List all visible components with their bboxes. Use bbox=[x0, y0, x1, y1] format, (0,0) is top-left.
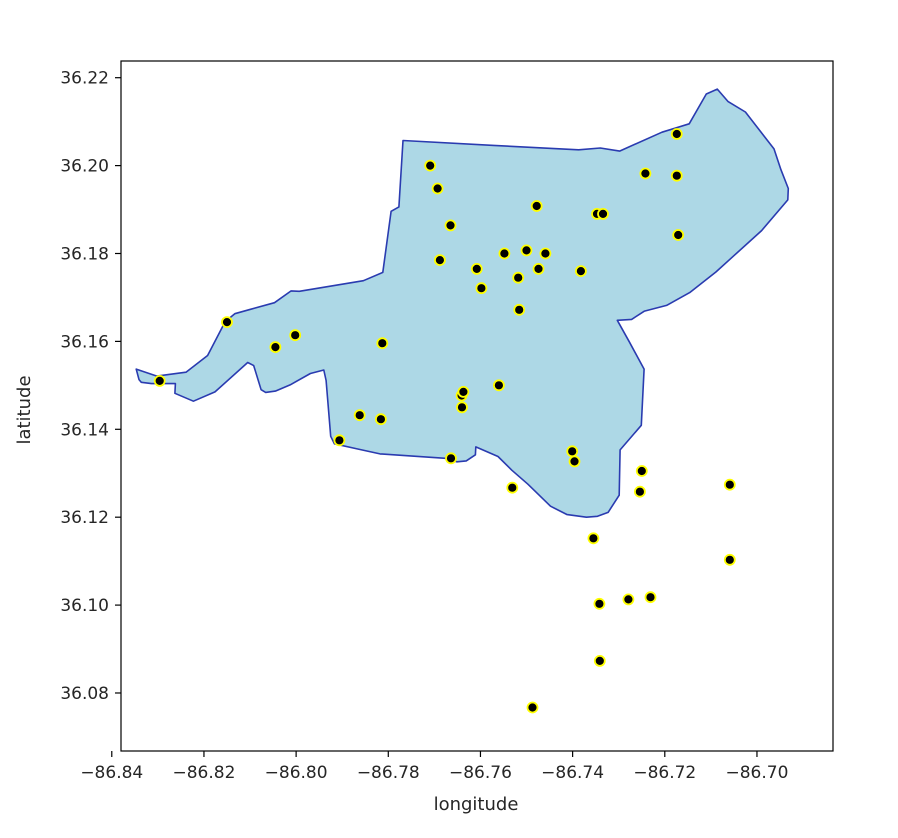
scatter-point bbox=[470, 262, 483, 275]
scatter-point bbox=[644, 591, 657, 604]
scatter-point bbox=[635, 465, 648, 477]
y-tick-label: 36.16 bbox=[60, 332, 109, 352]
scatter-point bbox=[444, 219, 457, 232]
y-axis-label: latitude bbox=[14, 375, 35, 444]
scatter-point bbox=[593, 597, 606, 610]
y-tick-label: 36.08 bbox=[60, 684, 109, 704]
scatter-point bbox=[512, 271, 525, 284]
axes-border bbox=[120, 60, 834, 752]
scatter-point bbox=[530, 200, 543, 212]
y-tick-label: 36.22 bbox=[60, 69, 109, 89]
scatter-point bbox=[506, 481, 519, 494]
scatter-point bbox=[269, 341, 282, 354]
scatter-point bbox=[723, 478, 736, 491]
scatter-point bbox=[457, 385, 470, 398]
scatter-point bbox=[456, 401, 468, 414]
scatter-point bbox=[498, 247, 511, 260]
scatter-point bbox=[221, 316, 233, 329]
scatter-point bbox=[566, 445, 579, 458]
scatter-point bbox=[568, 455, 581, 468]
scatter-point bbox=[639, 167, 652, 180]
plot-area bbox=[135, 88, 790, 714]
scatter-point bbox=[539, 247, 552, 260]
x-tick-label: −86.70 bbox=[726, 763, 789, 783]
scatter-point bbox=[532, 262, 545, 275]
y-tick-label: 36.20 bbox=[60, 157, 109, 177]
scatter-point bbox=[723, 553, 736, 566]
scatter-point bbox=[353, 409, 366, 422]
scatter-point bbox=[492, 379, 505, 392]
scatter-point bbox=[587, 532, 600, 545]
y-tick-label: 36.18 bbox=[60, 244, 109, 264]
scatter-point bbox=[376, 337, 389, 350]
scatter-point bbox=[526, 701, 539, 714]
y-axis-ticks: 36.08 36.10 36.12 36.14 36.16 36.18 36.20 36.22 bbox=[60, 69, 121, 704]
scatter-point bbox=[575, 265, 587, 278]
x-tick-label: −86.78 bbox=[357, 763, 420, 783]
scatter-point bbox=[424, 159, 437, 172]
x-tick-label: −86.80 bbox=[265, 763, 328, 783]
scatter-point bbox=[289, 329, 302, 342]
scatter-point bbox=[622, 593, 635, 606]
scatter-point bbox=[670, 128, 683, 140]
region-polygon bbox=[135, 88, 790, 519]
scatter-point bbox=[374, 413, 387, 426]
scatter-point bbox=[670, 169, 683, 182]
y-tick-label: 36.14 bbox=[60, 420, 109, 440]
x-axis-ticks: −86.84 −86.82 −86.80 −86.78 −86.76 −86.74 −86.… bbox=[80, 751, 788, 783]
scatter-point bbox=[475, 282, 488, 295]
scatter-point bbox=[593, 655, 606, 667]
x-tick-label: −86.76 bbox=[449, 763, 512, 783]
scatter-point bbox=[431, 182, 444, 195]
x-axis-label: longitude bbox=[434, 794, 519, 815]
scatter-point bbox=[634, 485, 646, 498]
scatter-point bbox=[672, 229, 685, 241]
y-tick-label: 36.12 bbox=[60, 508, 109, 528]
scatter-point bbox=[433, 254, 446, 267]
scatter-point bbox=[520, 244, 533, 257]
x-tick-label: −86.84 bbox=[80, 763, 143, 783]
scatter-point bbox=[445, 452, 457, 465]
x-tick-label: −86.72 bbox=[633, 763, 696, 783]
x-tick-label: −86.74 bbox=[541, 763, 604, 783]
scatter-point bbox=[153, 374, 166, 387]
scatter-point bbox=[333, 434, 346, 447]
x-tick-label: −86.82 bbox=[172, 763, 235, 783]
scatter-point bbox=[513, 303, 526, 316]
y-tick-label: 36.10 bbox=[60, 596, 109, 616]
scatter-point bbox=[597, 207, 609, 220]
axes-frame bbox=[120, 60, 834, 752]
